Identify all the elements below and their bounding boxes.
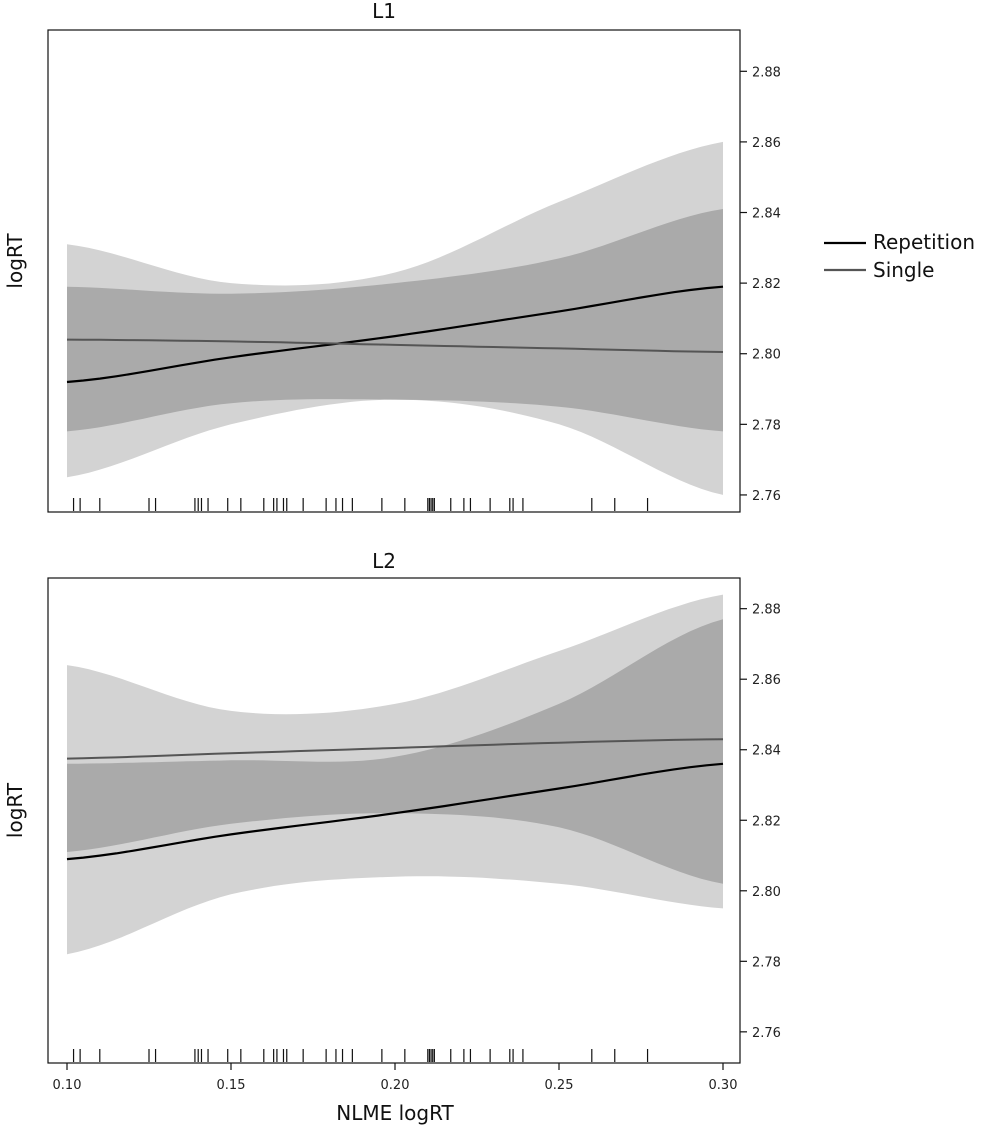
plot-frame: [47, 29, 741, 513]
ci-band-single: [67, 209, 723, 432]
y-tick-label: 2.88: [752, 603, 781, 618]
series-line-repetition: [66, 285, 724, 384]
x-axis-title: NLME logRT: [336, 1101, 454, 1125]
legend-label-single: Single: [873, 258, 934, 282]
x-tick-label: 0.15: [217, 1078, 246, 1093]
series-line-repetition: [66, 762, 724, 861]
y-tick-label: 2.78: [752, 418, 781, 433]
x-tick-label: 0.20: [381, 1078, 410, 1093]
panel-title: L2: [372, 549, 396, 573]
y-tick-label: 2.80: [752, 348, 781, 363]
y-tick-label: 2.88: [752, 65, 781, 80]
y-tick-label: 2.76: [752, 489, 781, 504]
y-tick-label: 2.84: [752, 744, 781, 759]
y-tick-label: 2.76: [752, 1026, 781, 1041]
y-tick-label: 2.82: [752, 814, 781, 829]
y-tick-label: 2.86: [752, 673, 781, 688]
y-axis-title: logRT: [3, 782, 27, 838]
legend-label-repetition: Repetition: [873, 230, 975, 254]
y-axis-title: logRT: [3, 233, 27, 289]
legend: Repetition Single: [824, 230, 975, 282]
y-tick-label: 2.84: [752, 207, 781, 222]
x-tick-label: 0.10: [53, 1078, 82, 1093]
series-line-single: [66, 738, 724, 760]
y-tick-label: 2.80: [752, 885, 781, 900]
y-tick-label: 2.78: [752, 955, 781, 970]
panel-l2: 2.76 2.78 2.80 2.82 2.84 2.86 2.88 L2 logRT 0.10 0…: [3, 549, 781, 1093]
series-line-single: [66, 338, 724, 353]
ci-band-single: [67, 619, 723, 884]
panel-l1: 2.76 2.78 2.80 2.82 2.84 2.86 2.88 L1 logRT: [3, 0, 781, 513]
y-tick-label: 2.82: [752, 277, 781, 292]
x-tick-label: 0.30: [709, 1078, 738, 1093]
y-tick-label: 2.86: [752, 136, 781, 151]
panel-title: L1: [372, 0, 396, 23]
x-tick-label: 0.25: [545, 1078, 574, 1093]
